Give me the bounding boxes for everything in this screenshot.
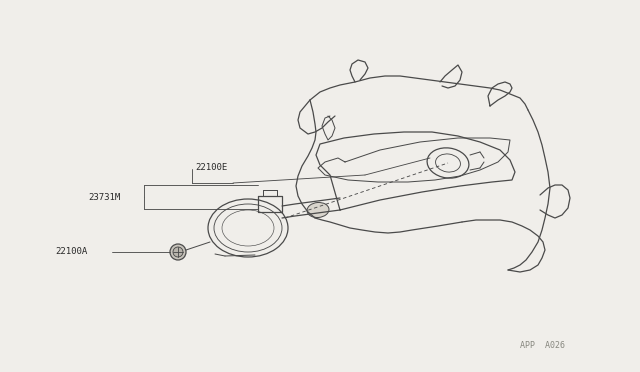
Text: APP  A026: APP A026 — [520, 340, 565, 350]
Ellipse shape — [170, 244, 186, 260]
Text: 22100A: 22100A — [55, 247, 87, 257]
Text: 23731M: 23731M — [88, 192, 120, 202]
Ellipse shape — [173, 247, 183, 257]
Text: 22100E: 22100E — [195, 163, 227, 171]
Ellipse shape — [307, 202, 329, 218]
